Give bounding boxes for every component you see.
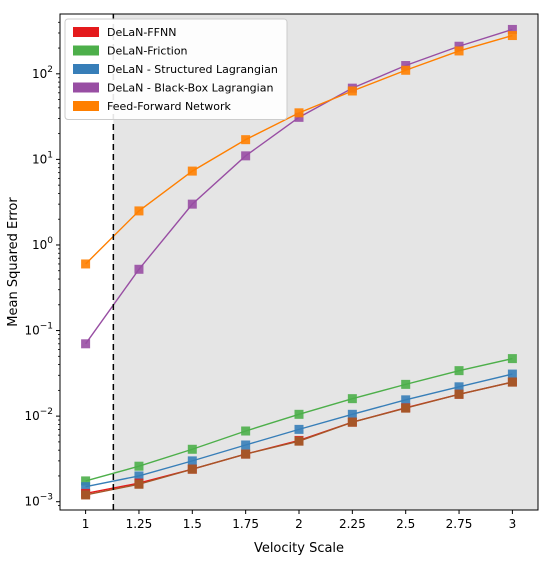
series-point (401, 379, 411, 389)
series-point (187, 456, 197, 466)
series-point (507, 24, 517, 34)
series-point (81, 482, 91, 492)
series-point (241, 151, 251, 161)
legend-entry: Feed-Forward Network (107, 100, 232, 113)
series-point (454, 366, 464, 376)
series-point (187, 166, 197, 176)
series-point (507, 354, 517, 364)
series-point (81, 476, 91, 486)
legend-entry: DeLaN - Structured Lagrangian (107, 63, 278, 76)
series-point (241, 426, 251, 436)
series-point (294, 112, 304, 122)
x-axis-label: Velocity Scale (254, 541, 344, 556)
series-point (294, 424, 304, 434)
series-point (507, 31, 517, 41)
legend-entry: DeLaN-Friction (107, 45, 188, 58)
series-point (134, 461, 144, 471)
y-tick-label: 101 (32, 150, 53, 166)
series-point-overlay (81, 490, 91, 500)
series-point (401, 61, 411, 71)
series-point (187, 199, 197, 209)
series-point (454, 382, 464, 392)
series-point (347, 409, 357, 419)
series-point (401, 395, 411, 405)
x-tick-label: 3 (509, 517, 517, 531)
series-point-overlay (507, 377, 517, 387)
x-tick-label: 2.5 (396, 517, 415, 531)
legend-swatch (73, 82, 99, 93)
series-point (347, 86, 357, 96)
series-point (454, 41, 464, 51)
legend-entry: DeLaN - Black-Box Lagrangian (107, 82, 273, 95)
y-tick-label: 102 (32, 65, 53, 81)
x-tick-label: 1.75 (232, 517, 259, 531)
y-axis-label: Mean Squared Error (6, 197, 21, 327)
series-point (294, 409, 304, 419)
series-point (187, 444, 197, 454)
y-tick-label: 10−3 (24, 493, 53, 509)
x-tick-label: 1.25 (126, 517, 153, 531)
series-point (507, 369, 517, 379)
y-tick-label: 10−1 (24, 322, 53, 338)
legend-swatch (73, 64, 99, 74)
series-point (454, 46, 464, 56)
x-tick-label: 2.25 (339, 517, 366, 531)
series-point (134, 264, 144, 274)
legend-swatch (73, 27, 99, 37)
x-tick-label: 1 (82, 517, 90, 531)
legend-box (64, 18, 288, 120)
legend-swatch (73, 101, 99, 111)
series-point (134, 471, 144, 481)
series-point-overlay (134, 479, 144, 489)
series-point-overlay (454, 389, 464, 399)
series-point-overlay (241, 449, 251, 459)
series-point-overlay (187, 464, 197, 474)
series-point (401, 65, 411, 75)
series-point (81, 339, 91, 349)
series-point-overlay (401, 403, 411, 413)
series-point (81, 259, 91, 269)
series-point (241, 440, 251, 450)
x-tick-label: 1.5 (183, 517, 202, 531)
y-tick-label: 10−2 (24, 407, 53, 423)
x-tick-label: 2.75 (446, 517, 473, 531)
legend-swatch (73, 45, 99, 56)
legend-entry: DeLaN-FFNN (107, 26, 176, 39)
series-point (241, 135, 251, 145)
series-point-overlay (294, 436, 304, 446)
y-tick-label: 100 (32, 236, 53, 252)
series-point (347, 394, 357, 404)
series-point-overlay (347, 417, 357, 427)
series-point (294, 108, 304, 118)
series-point (134, 206, 144, 216)
x-tick-label: 2 (295, 517, 303, 531)
